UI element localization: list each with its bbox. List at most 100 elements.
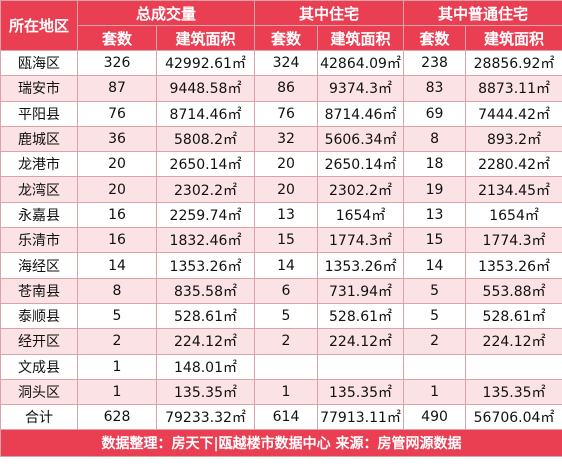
area-cell-3: 1353.26㎡ <box>465 252 562 279</box>
units-cell-2: 5 <box>254 302 319 330</box>
table-row: 文成县 1 148.01㎡ <box>0 353 562 380</box>
units-cell-1: 2 <box>77 328 157 355</box>
area-cell-2: 2650.14㎡ <box>317 151 405 178</box>
area-cell-1: 42992.61㎡ <box>155 49 256 77</box>
units-cell-1: 1 <box>77 353 157 380</box>
header-row-groups: 所在地区 总成交量 其中住宅 其中普通住宅 <box>0 0 562 51</box>
region-cell: 瑞安市 <box>0 75 78 102</box>
units-cell-1: 16 <box>77 227 157 254</box>
units-cell-1: 326 <box>77 49 157 77</box>
table-row: 龙湾区 20 2302.2㎡ 20 2302.2㎡ 19 2134.45㎡ <box>0 176 562 203</box>
table-row: 乐清市 16 1832.46㎡ 15 1774.3㎡ 15 1774.3㎡ <box>0 227 562 254</box>
transaction-table: 所在地区 总成交量 其中住宅 其中普通住宅 套数 建筑面积 套数 建筑面积 套数… <box>0 0 562 458</box>
units-cell-2: 76 <box>254 100 319 127</box>
header-residential: 其中住宅 <box>254 0 405 26</box>
area-cell-1: 1353.26㎡ <box>155 252 256 279</box>
units-cell-2: 2 <box>254 328 319 355</box>
area-cell-1: 835.58㎡ <box>155 277 256 304</box>
units-cell-1: 87 <box>77 75 157 102</box>
area-cell-2: 1353.26㎡ <box>317 252 405 279</box>
units-cell-2: 324 <box>254 49 319 77</box>
total-area-2: 77913.11㎡ <box>317 404 405 431</box>
units-cell-1: 1 <box>77 378 157 406</box>
units-cell-2: 86 <box>254 75 319 102</box>
units-cell-3: 238 <box>403 49 467 77</box>
units-cell-2: 20 <box>254 151 319 178</box>
total-units-1: 628 <box>77 404 157 431</box>
units-cell-3: 69 <box>403 100 467 127</box>
area-cell-3: 893.2㎡ <box>465 125 562 153</box>
units-cell-1: 20 <box>77 151 157 178</box>
table-row: 瑞安市 87 9448.58㎡ 86 9374.3㎡ 83 8873.11㎡ <box>0 75 562 102</box>
area-cell-1: 224.12㎡ <box>155 328 256 355</box>
area-cell-3: 135.35㎡ <box>465 378 562 406</box>
units-cell-3: 1 <box>403 378 467 406</box>
units-cell-2: 6 <box>254 277 319 304</box>
area-cell-1: 2259.74㎡ <box>155 201 256 229</box>
table-row: 永嘉县 16 2259.74㎡ 13 1654㎡ 13 1654㎡ <box>0 201 562 229</box>
area-cell-2: 1774.3㎡ <box>317 227 405 254</box>
units-cell-2: 32 <box>254 125 319 153</box>
units-cell-2: 15 <box>254 227 319 254</box>
region-cell: 泰顺县 <box>0 302 78 330</box>
total-area-1: 79233.32㎡ <box>155 404 256 431</box>
area-cell-1: 5808.2㎡ <box>155 125 256 153</box>
table-row: 洞头区 1 135.35㎡ 1 135.35㎡ 1 135.35㎡ <box>0 378 562 406</box>
units-cell-2 <box>254 353 319 380</box>
units-cell-1: 76 <box>77 100 157 127</box>
units-cell-3: 5 <box>403 302 467 330</box>
units-cell-3: 5 <box>403 277 467 304</box>
region-cell: 平阳县 <box>0 100 78 127</box>
units-cell-2: 1 <box>254 378 319 406</box>
region-cell: 龙港市 <box>0 151 78 178</box>
area-cell-1: 2650.14㎡ <box>155 151 256 178</box>
units-cell-1: 36 <box>77 125 157 153</box>
area-cell-2: 528.61㎡ <box>317 302 405 330</box>
area-cell-3: 28856.92㎡ <box>465 49 562 77</box>
header-ordinary-residential: 其中普通住宅 <box>403 0 562 26</box>
area-cell-3: 2134.45㎡ <box>465 176 562 203</box>
region-cell: 龙湾区 <box>0 176 78 203</box>
total-units-3: 490 <box>403 404 467 431</box>
area-cell-1: 2302.2㎡ <box>155 176 256 203</box>
area-cell-3: 553.88㎡ <box>465 277 562 304</box>
total-label: 合计 <box>0 404 78 431</box>
region-cell: 经开区 <box>0 328 78 355</box>
total-row: 合计 628 79233.32㎡ 614 77913.11㎡ 490 56706… <box>0 404 562 431</box>
area-cell-1: 148.01㎡ <box>155 353 256 380</box>
area-cell-3: 7444.42㎡ <box>465 100 562 127</box>
area-cell-2: 9374.3㎡ <box>317 75 405 102</box>
units-cell-1: 8 <box>77 277 157 304</box>
region-cell: 乐清市 <box>0 227 78 254</box>
table-row: 泰顺县 5 528.61㎡ 5 528.61㎡ 5 528.61㎡ <box>0 302 562 330</box>
area-cell-2: 2302.2㎡ <box>317 176 405 203</box>
region-cell: 永嘉县 <box>0 201 78 229</box>
area-cell-3: 1654㎡ <box>465 201 562 229</box>
table-row: 经开区 2 224.12㎡ 2 224.12㎡ 2 224.12㎡ <box>0 328 562 355</box>
table-row: 龙港市 20 2650.14㎡ 20 2650.14㎡ 18 2280.42㎡ <box>0 151 562 178</box>
region-cell: 鹿城区 <box>0 125 78 153</box>
units-cell-1: 16 <box>77 201 157 229</box>
table-row: 瓯海区 326 42992.61㎡ 324 42864.09㎡ 238 28856.92㎡ <box>0 49 562 77</box>
units-cell-3 <box>403 353 467 380</box>
header-area-1: 建筑面积 <box>155 25 256 51</box>
units-cell-1: 5 <box>77 302 157 330</box>
header-row-columns: 套数 建筑面积 套数 建筑面积 套数 建筑面积 <box>1 25 562 51</box>
header-region: 所在地区 <box>0 0 78 51</box>
table-row: 苍南县 8 835.58㎡ 6 731.94㎡ 5 553.88㎡ <box>0 277 562 304</box>
header-total-volume: 总成交量 <box>76 0 256 26</box>
header-area-3: 建筑面积 <box>465 25 562 51</box>
area-cell-3: 2280.42㎡ <box>465 151 562 178</box>
units-cell-3: 19 <box>403 176 467 203</box>
area-cell-1: 135.35㎡ <box>155 378 256 406</box>
area-cell-1: 8714.46㎡ <box>155 100 256 127</box>
units-cell-2: 14 <box>254 252 319 279</box>
total-area-3: 56706.04㎡ <box>465 404 562 431</box>
area-cell-2: 224.12㎡ <box>317 328 405 355</box>
area-cell-2: 8714.46㎡ <box>317 100 405 127</box>
units-cell-3: 2 <box>403 328 467 355</box>
table-row: 海经区 14 1353.26㎡ 14 1353.26㎡ 14 1353.26㎡ <box>0 252 562 279</box>
region-cell: 洞头区 <box>0 378 78 406</box>
